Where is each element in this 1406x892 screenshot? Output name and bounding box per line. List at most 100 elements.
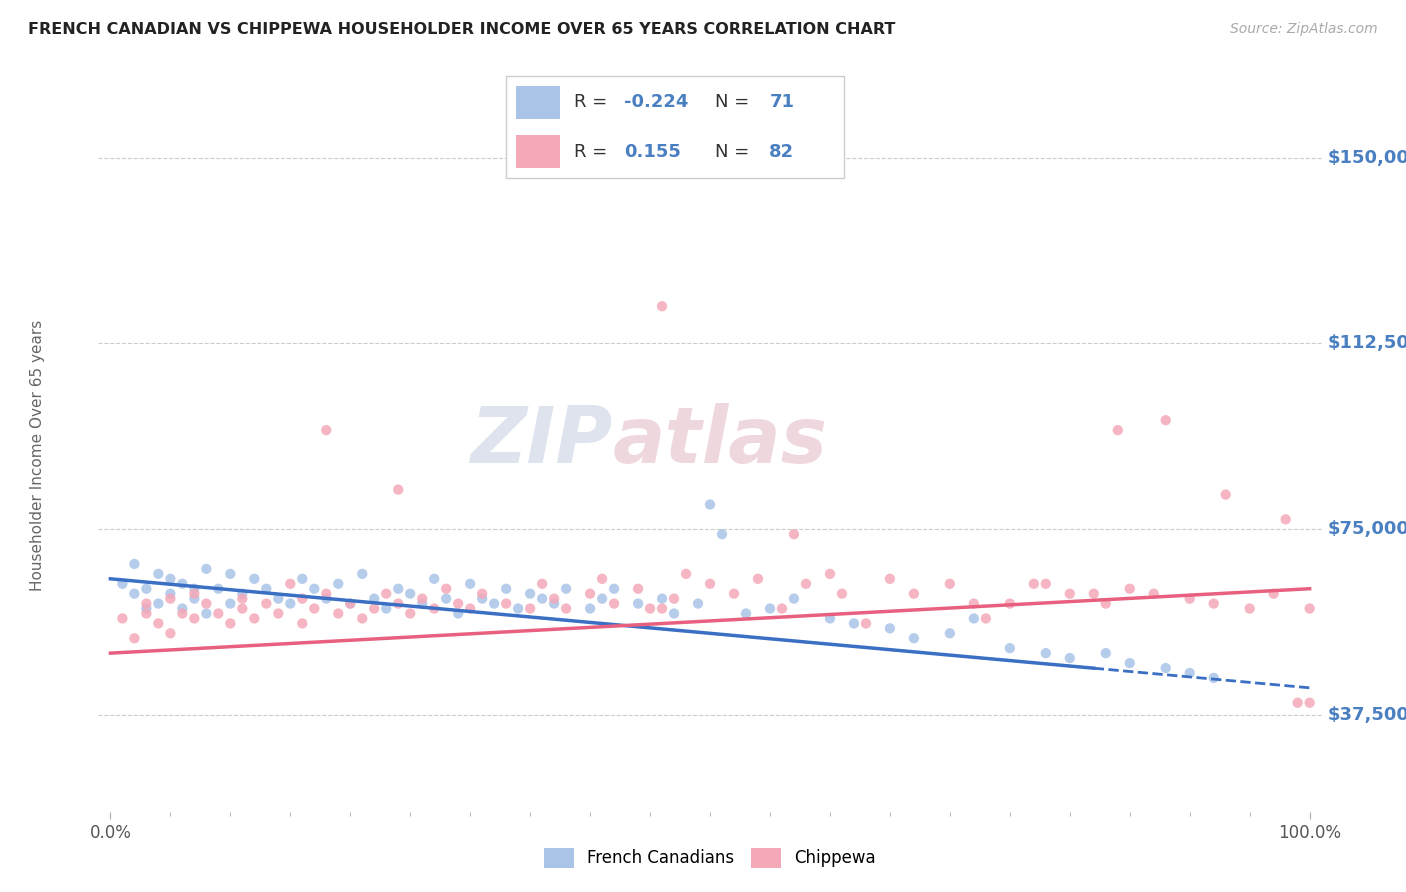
Point	[579, 601, 602, 615]
Point	[1022, 576, 1045, 591]
Point	[278, 576, 301, 591]
Point	[183, 611, 205, 625]
Text: $75,000: $75,000	[1327, 520, 1406, 538]
Point	[759, 601, 782, 615]
Text: N =: N =	[716, 143, 755, 161]
Point	[818, 611, 841, 625]
Point	[291, 572, 314, 586]
Point	[267, 591, 290, 606]
Point	[423, 572, 446, 586]
Point	[159, 587, 181, 601]
Point	[328, 607, 350, 621]
Point	[195, 597, 218, 611]
Point	[328, 576, 350, 591]
Point	[471, 591, 494, 606]
Point	[555, 582, 578, 596]
Point	[471, 587, 494, 601]
Point	[903, 632, 925, 646]
Point	[1154, 413, 1177, 427]
Point	[315, 587, 337, 601]
Point	[411, 591, 433, 606]
Point	[519, 587, 541, 601]
Point	[267, 607, 290, 621]
Point	[447, 597, 470, 611]
Point	[818, 566, 841, 581]
Point	[339, 597, 361, 611]
Point	[124, 587, 146, 601]
Point	[1094, 646, 1116, 660]
Point	[111, 576, 134, 591]
Point	[172, 601, 194, 615]
Point	[699, 576, 721, 591]
Point	[686, 597, 709, 611]
Point	[879, 621, 901, 635]
Point	[1094, 597, 1116, 611]
Point	[1202, 597, 1225, 611]
Point	[291, 591, 314, 606]
Point	[1107, 423, 1129, 437]
Point	[638, 601, 661, 615]
Point	[447, 607, 470, 621]
Point	[243, 572, 266, 586]
Point	[183, 582, 205, 596]
Point	[747, 572, 769, 586]
Point	[148, 566, 170, 581]
Point	[375, 601, 398, 615]
Point	[458, 576, 481, 591]
Point	[783, 591, 806, 606]
Point	[855, 616, 877, 631]
Point	[627, 597, 650, 611]
Point	[1119, 656, 1142, 670]
Text: Source: ZipAtlas.com: Source: ZipAtlas.com	[1230, 22, 1378, 37]
Point	[219, 597, 242, 611]
Point	[135, 607, 157, 621]
Point	[278, 597, 301, 611]
Point	[735, 607, 758, 621]
Point	[842, 616, 865, 631]
Text: FRENCH CANADIAN VS CHIPPEWA HOUSEHOLDER INCOME OVER 65 YEARS CORRELATION CHART: FRENCH CANADIAN VS CHIPPEWA HOUSEHOLDER …	[28, 22, 896, 37]
Point	[148, 597, 170, 611]
Point	[458, 601, 481, 615]
Point	[1154, 661, 1177, 675]
Point	[998, 597, 1021, 611]
Point	[591, 591, 613, 606]
Point	[135, 582, 157, 596]
Point	[939, 626, 962, 640]
Point	[495, 597, 517, 611]
Point	[124, 632, 146, 646]
Point	[387, 582, 409, 596]
Point	[508, 601, 530, 615]
Text: -0.224: -0.224	[624, 94, 689, 112]
Point	[591, 572, 613, 586]
Point	[254, 582, 277, 596]
Point	[1178, 665, 1201, 680]
Point	[974, 611, 997, 625]
Point	[963, 597, 986, 611]
Point	[903, 587, 925, 601]
Point	[111, 611, 134, 625]
Point	[651, 601, 673, 615]
Text: $37,500: $37,500	[1327, 706, 1406, 724]
Point	[135, 597, 157, 611]
Text: N =: N =	[716, 94, 755, 112]
Text: $112,500: $112,500	[1327, 334, 1406, 352]
Text: R =: R =	[574, 94, 613, 112]
Point	[243, 611, 266, 625]
Point	[315, 591, 337, 606]
Point	[662, 591, 685, 606]
Point	[434, 591, 457, 606]
Point	[519, 601, 541, 615]
Point	[1239, 601, 1261, 615]
Point	[794, 576, 817, 591]
Point	[495, 582, 517, 596]
Point	[1083, 587, 1105, 601]
Legend: French Canadians, Chippewa: French Canadians, Chippewa	[537, 841, 883, 875]
Point	[543, 597, 565, 611]
Point	[375, 587, 398, 601]
Point	[1059, 587, 1081, 601]
Point	[770, 601, 793, 615]
Point	[411, 597, 433, 611]
Point	[315, 423, 337, 437]
Point	[159, 572, 181, 586]
Point	[172, 607, 194, 621]
